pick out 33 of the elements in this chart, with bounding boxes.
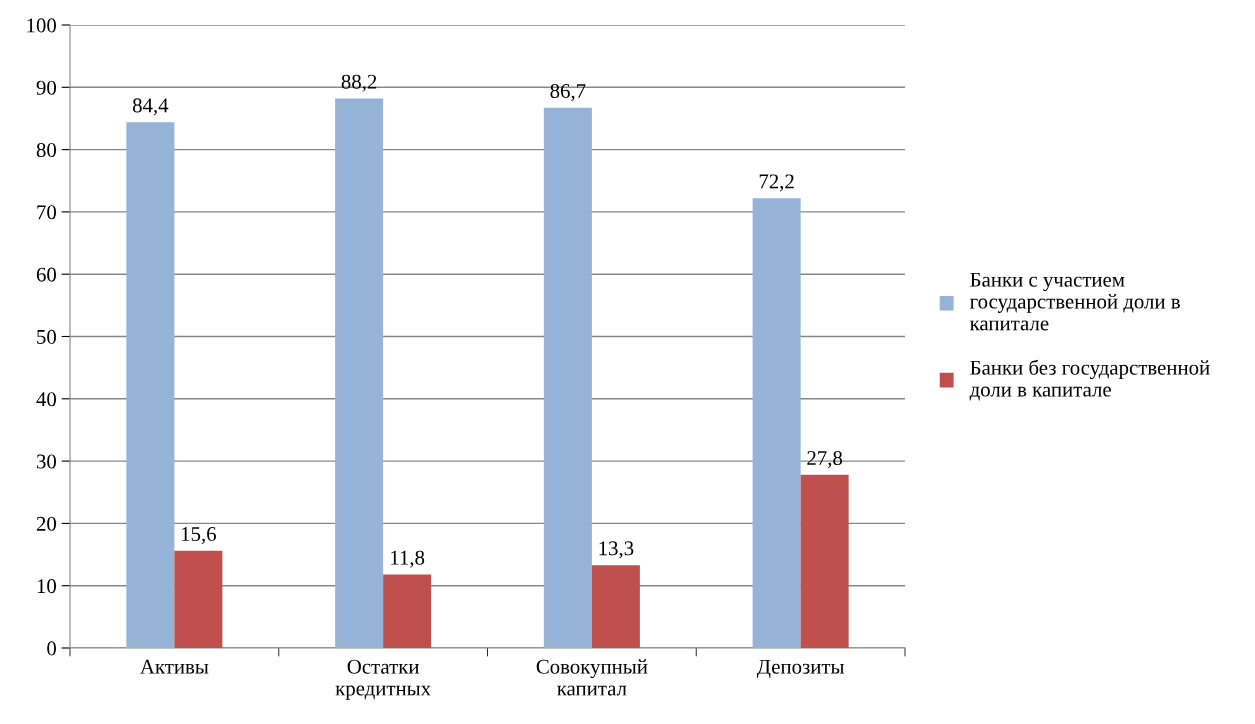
bar — [752, 198, 801, 648]
x-tick-label: Активы — [140, 659, 209, 674]
data-label: 27,8 — [807, 450, 843, 469]
data-label: 15,6 — [181, 527, 216, 545]
x-tick-label: Совокупный капитал — [536, 659, 648, 696]
x-tick-label: Остатки кредитных — [335, 659, 431, 700]
y-tick-label: 100 — [27, 18, 57, 33]
legend-label: Банки без государственной доли в капитале — [969, 359, 1210, 401]
y-tick-label: 10 — [37, 579, 57, 594]
y-tick-label: 60 — [36, 267, 57, 282]
y-tick-label: 80 — [36, 142, 57, 158]
bar — [126, 122, 175, 648]
y-tick-label: 40 — [36, 392, 57, 407]
legend-label: Банки с участием государственной доли в капитале — [969, 272, 1180, 331]
x-tick-label: Депозиты — [756, 659, 845, 678]
bar — [800, 474, 849, 648]
bar — [174, 550, 223, 648]
y-tick-label: 20 — [36, 516, 57, 531]
data-label: 13,3 — [599, 541, 634, 559]
bar — [335, 98, 384, 648]
y-tick-label: 70 — [37, 205, 57, 220]
y-tick-label: 30 — [36, 454, 57, 469]
data-label: 84,4 — [132, 98, 169, 116]
bar — [543, 107, 592, 648]
y-tick-label: 90 — [36, 80, 57, 95]
data-label: 88,2 — [341, 74, 377, 92]
y-tick-label: 50 — [37, 329, 57, 344]
data-label: 72,2 — [759, 174, 794, 192]
bar — [383, 574, 432, 648]
data-label: 86,7 — [550, 84, 586, 102]
bar — [591, 565, 640, 648]
y-tick-label: 0 — [47, 641, 57, 656]
data-label: 11,8 — [391, 550, 425, 568]
